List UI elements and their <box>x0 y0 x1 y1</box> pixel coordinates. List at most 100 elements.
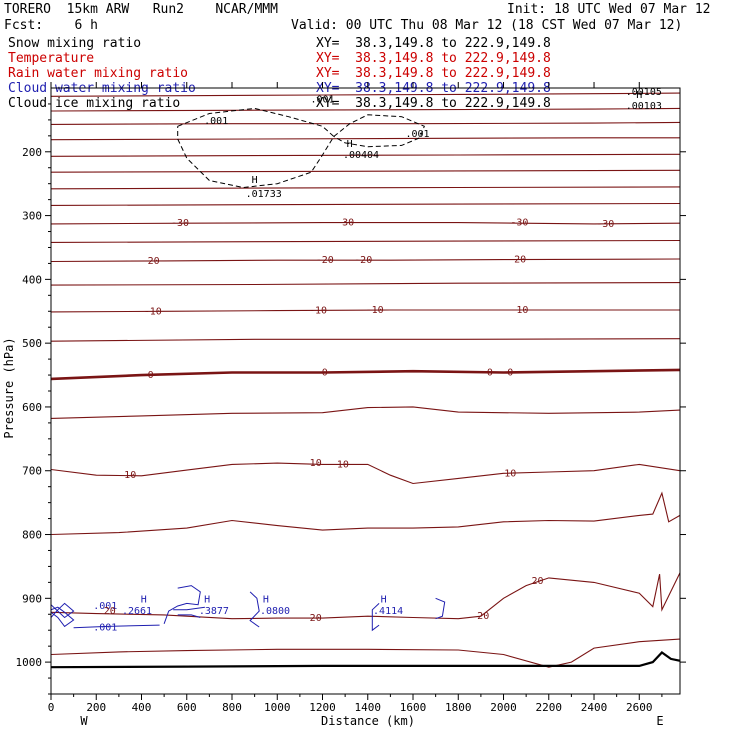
cloud-water-contour-7 <box>435 597 446 620</box>
isotherm-19 <box>51 638 680 668</box>
contour-label-7: .00103 <box>626 101 662 112</box>
isotherm-7 <box>51 202 680 206</box>
contour-label-23: 20 <box>531 576 543 587</box>
x-tick-label-2000: 2000 <box>490 701 517 714</box>
isotherm-11 <box>51 282 680 286</box>
contour-label-25: 10 <box>310 458 322 469</box>
y-tick-label-600: 600 <box>22 401 42 414</box>
x-tick-label-400: 400 <box>132 701 152 714</box>
legend-label-snow: Snow mixing ratio <box>8 36 142 51</box>
isotherm-14 <box>51 368 680 381</box>
cloud-water-contour-3 <box>173 606 205 611</box>
contour-label-37: -20 <box>316 255 334 266</box>
snow-contour-0 <box>177 107 335 189</box>
contour-label-11: .2661 <box>122 606 152 617</box>
x-axis-label: Distance (km) <box>321 714 415 728</box>
contour-label-20: 20 <box>104 606 116 617</box>
cloud-water-contour-0 <box>51 602 75 619</box>
contour-label-9: .001 <box>310 95 334 106</box>
cloud-water-contour-4 <box>177 614 201 618</box>
contour-label-26: 10 <box>337 459 349 470</box>
isotherm-13 <box>51 338 680 342</box>
east-label: E <box>656 714 663 728</box>
contour-label-19: .001 <box>93 623 117 634</box>
contour-label-28: 0 <box>148 370 154 381</box>
y-tick-label-900: 900 <box>22 592 42 605</box>
cloud-water-contour-5 <box>249 591 260 628</box>
contour-label-12: H <box>204 595 210 606</box>
isotherm-4 <box>51 153 680 157</box>
y-tick-label-1000: 1000 <box>16 656 43 669</box>
contour-label-41: -30 <box>336 218 354 229</box>
x-tick-label-2400: 2400 <box>581 701 608 714</box>
contour-label-42: -30 <box>510 218 528 229</box>
isotherm-2 <box>51 121 680 125</box>
y-axis-label: Pressure (hPa) <box>2 337 16 438</box>
x-tick-label-2600: 2600 <box>626 701 653 714</box>
init-time: Init: 18 UTC Wed 07 Mar 12 <box>507 2 711 17</box>
x-tick-label-0: 0 <box>48 701 55 714</box>
contour-label-13: .3877 <box>199 606 229 617</box>
y-tick-label-200: 200 <box>22 146 42 159</box>
isotherm-12 <box>51 309 680 313</box>
cloud-water-contour-6 <box>371 603 380 632</box>
contour-label-6: H <box>636 90 642 101</box>
x-tick-label-1600: 1600 <box>400 701 427 714</box>
contour-label-24: 10 <box>124 470 136 481</box>
contour-label-33: -10 <box>309 306 327 317</box>
legend-label-rain: Rain water mixing ratio <box>8 66 189 81</box>
cloud-water-contour-1 <box>51 606 75 628</box>
isotherm-9 <box>51 239 680 243</box>
isotherm-8 <box>51 222 680 225</box>
legend-label-cloud-ice: Cloud ice mixing ratio <box>8 96 181 111</box>
x-tick-label-200: 200 <box>86 701 106 714</box>
x-tick-label-1400: 1400 <box>355 701 382 714</box>
legend-label-temperature: Temperature <box>8 51 95 66</box>
isotherm-1 <box>51 107 680 112</box>
contour-label-17: .4114 <box>373 606 403 617</box>
y-tick-label-300: 300 <box>22 210 42 223</box>
contour-label-18: .001 <box>93 601 117 612</box>
legend-xy-rain: XY= 38.3,149.8 to 222.9,149.8 <box>316 66 551 81</box>
contour-label-15: .0800 <box>260 606 290 617</box>
valid-time: Valid: 00 UTC Thu 08 Mar 12 (18 CST Wed … <box>291 18 683 33</box>
contour-label-39: -20 <box>508 255 526 266</box>
contour-label-10: H <box>141 595 147 606</box>
contour-label-40: -30 <box>171 218 189 229</box>
isotherm-0 <box>51 92 680 97</box>
contour-label-16: H <box>381 595 387 606</box>
isotherm-10 <box>51 258 680 263</box>
isotherm-18 <box>51 572 680 620</box>
contour-label-27: 10 <box>504 468 516 479</box>
y-tick-label-400: 400 <box>22 273 42 286</box>
isotherm-15 <box>51 406 680 419</box>
x-tick-label-800: 800 <box>222 701 242 714</box>
y-tick-label-500: 500 <box>22 337 42 350</box>
contour-label-3: .01733 <box>246 189 282 200</box>
contour-label-21: 20 <box>310 613 322 624</box>
contour-label-31: 0 <box>507 368 513 379</box>
isotherm-17 <box>51 491 680 536</box>
contour-label-5: .00404 <box>343 150 379 161</box>
contour-label-30: 0 <box>487 368 493 379</box>
contour-label-34: -10 <box>366 305 384 316</box>
contour-label-22: 20 <box>477 611 489 622</box>
contour-label-32: -10 <box>144 306 162 317</box>
west-label: W <box>80 714 88 728</box>
y-tick-label-700: 700 <box>22 465 42 478</box>
contour-label-0: .001 <box>204 116 228 127</box>
legend-xy-cloud-ice: XY= 38.3,149.8 to 222.9,149.8 <box>316 96 551 111</box>
contour-label-38: -20 <box>354 255 372 266</box>
legend-xy-temperature: XY= 38.3,149.8 to 222.9,149.8 <box>316 51 551 66</box>
model-title: TORERO 15km ARW Run2 NCAR/MMM <box>4 2 278 17</box>
isotherm-16 <box>51 462 680 485</box>
isotherm-6 <box>51 186 680 190</box>
isotherm-3 <box>51 137 680 141</box>
contour-label-29: 0 <box>322 368 328 379</box>
contour-label-4: H <box>347 139 353 150</box>
y-tick-label-800: 800 <box>22 529 42 542</box>
cloud-water-contour-8 <box>73 624 160 629</box>
contour-label-8: .00105 <box>626 87 662 98</box>
x-tick-label-1800: 1800 <box>445 701 472 714</box>
